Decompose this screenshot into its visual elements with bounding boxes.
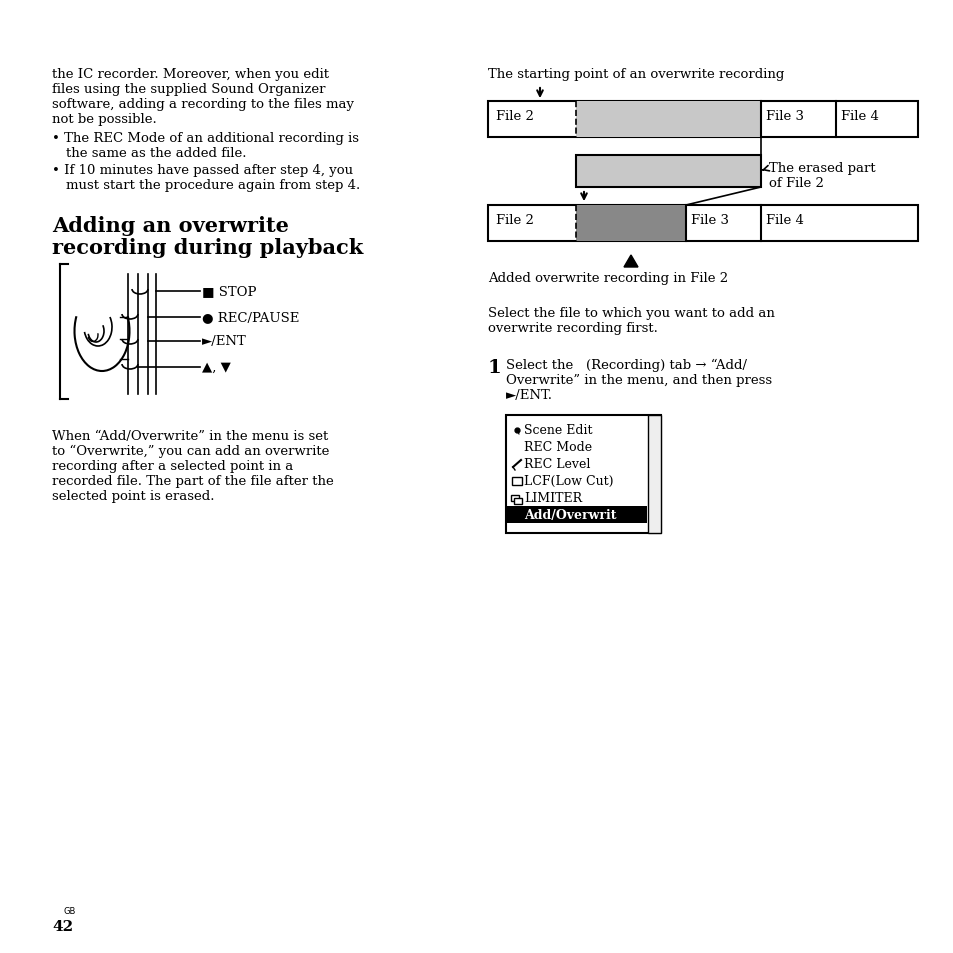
Polygon shape — [649, 418, 658, 426]
Text: must start the procedure again from step 4.: must start the procedure again from step… — [66, 179, 360, 192]
Text: overwrite recording first.: overwrite recording first. — [488, 322, 658, 335]
Text: the IC recorder. Moreover, when you edit: the IC recorder. Moreover, when you edit — [52, 68, 329, 81]
Polygon shape — [623, 255, 638, 268]
Text: Overwrite” in the menu, and then press: Overwrite” in the menu, and then press — [505, 374, 771, 387]
Polygon shape — [649, 523, 658, 531]
Text: REC Level: REC Level — [523, 457, 590, 471]
Text: of File 2: of File 2 — [768, 177, 823, 190]
Text: recording during playback: recording during playback — [52, 237, 363, 257]
Text: ►/ENT.: ►/ENT. — [505, 389, 553, 401]
Text: GB: GB — [64, 906, 76, 915]
Text: recorded file. The part of the file after the: recorded file. The part of the file afte… — [52, 475, 334, 488]
Bar — [506, 506, 646, 523]
Text: LCF(Low Cut): LCF(Low Cut) — [523, 475, 613, 488]
Text: File 3: File 3 — [765, 110, 803, 123]
Text: • If 10 minutes have passed after step 4, you: • If 10 minutes have passed after step 4… — [52, 164, 353, 177]
Bar — [514, 498, 521, 504]
Text: recording after a selected point in a: recording after a selected point in a — [52, 459, 293, 473]
Text: The starting point of an overwrite recording: The starting point of an overwrite recor… — [488, 68, 783, 81]
Bar — [488, 206, 917, 242]
Text: File 2: File 2 — [496, 213, 534, 227]
Bar — [488, 102, 917, 138]
Polygon shape — [513, 443, 519, 452]
Text: the same as the added file.: the same as the added file. — [66, 147, 246, 160]
Text: 1: 1 — [488, 358, 501, 376]
Text: • The REC Mode of an additional recording is: • The REC Mode of an additional recordin… — [52, 132, 358, 145]
Bar — [576, 156, 760, 188]
Text: to “Overwrite,” you can add an overwrite: to “Overwrite,” you can add an overwrite — [52, 444, 329, 457]
Text: Select the file to which you want to add an: Select the file to which you want to add… — [488, 307, 774, 319]
Text: not be possible.: not be possible. — [52, 112, 156, 126]
Text: ● REC/PAUSE: ● REC/PAUSE — [202, 311, 299, 324]
Text: ►/ENT: ►/ENT — [202, 335, 247, 348]
Bar — [576, 206, 685, 242]
Bar — [511, 496, 518, 501]
Text: files using the supplied Sound Organizer: files using the supplied Sound Organizer — [52, 83, 325, 96]
Text: selected point is erased.: selected point is erased. — [52, 490, 214, 502]
Text: REC Mode: REC Mode — [523, 440, 592, 454]
Text: 42: 42 — [52, 919, 73, 933]
Bar — [647, 416, 660, 534]
Text: Adding an overwrite: Adding an overwrite — [52, 215, 289, 235]
Bar — [512, 477, 521, 485]
Text: Select the   (Recording) tab → “Add/: Select the (Recording) tab → “Add/ — [505, 358, 746, 372]
Text: File 3: File 3 — [690, 213, 728, 227]
Text: The erased part: The erased part — [768, 162, 875, 174]
Text: Scene Edit: Scene Edit — [523, 423, 592, 436]
Text: File 2: File 2 — [496, 110, 534, 123]
Bar — [576, 102, 760, 138]
Text: Add/Overwrit: Add/Overwrit — [523, 509, 616, 521]
Text: When “Add/Overwrite” in the menu is set: When “Add/Overwrite” in the menu is set — [52, 430, 328, 442]
Text: LIMITER: LIMITER — [523, 492, 581, 504]
Text: File 4: File 4 — [841, 110, 878, 123]
Text: Added overwrite recording in File 2: Added overwrite recording in File 2 — [488, 272, 727, 285]
Text: ■ STOP: ■ STOP — [202, 285, 256, 297]
Text: software, adding a recording to the files may: software, adding a recording to the file… — [52, 98, 354, 111]
Text: ▲, ▼: ▲, ▼ — [202, 360, 231, 374]
Text: File 4: File 4 — [765, 213, 803, 227]
Bar — [505, 416, 660, 534]
